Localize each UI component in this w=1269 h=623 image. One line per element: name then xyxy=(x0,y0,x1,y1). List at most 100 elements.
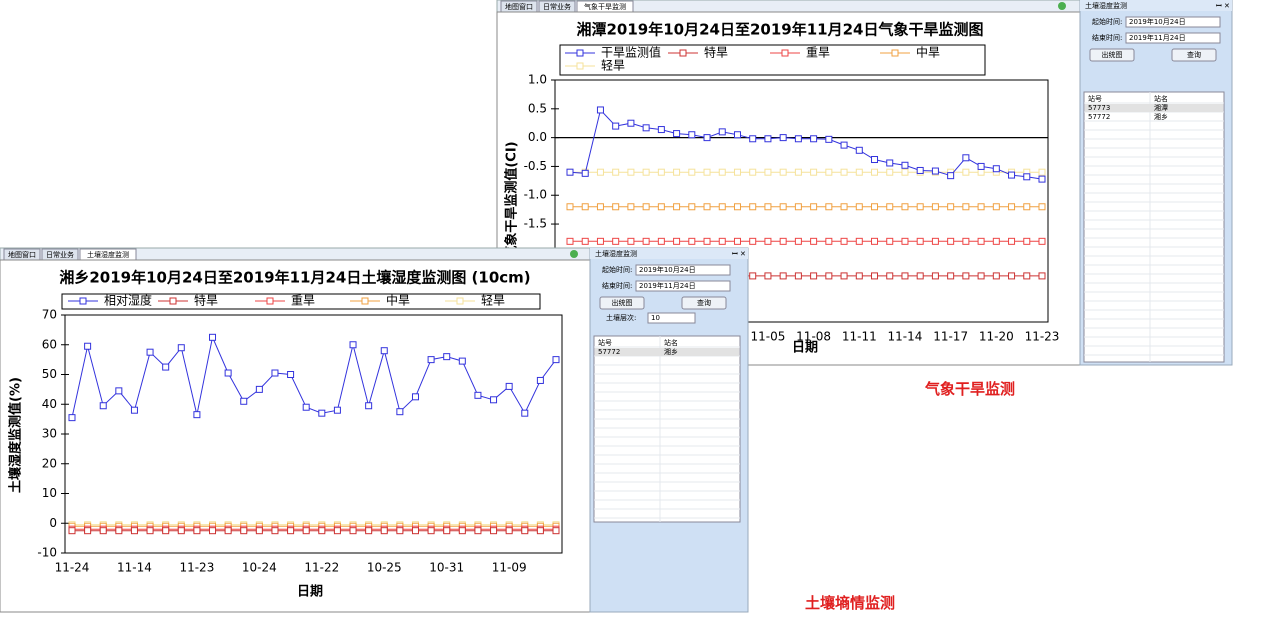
point-marker xyxy=(962,237,970,245)
button-label[interactable]: 查询 xyxy=(697,298,711,307)
layer-value[interactable]: 10 xyxy=(651,314,660,322)
point-marker xyxy=(794,272,802,280)
date-value[interactable]: 2019年10月24日 xyxy=(1129,17,1186,26)
point-marker xyxy=(162,527,170,535)
point-marker xyxy=(810,203,818,211)
point-marker xyxy=(505,382,513,390)
x-tick-label: 11-17 xyxy=(933,330,968,344)
button-label[interactable]: 出统图 xyxy=(612,298,633,307)
date-value[interactable]: 2019年11月24日 xyxy=(639,281,696,290)
panel-close[interactable]: ✕ xyxy=(740,250,746,258)
tab-label[interactable]: 土壤湿度监测 xyxy=(87,250,129,259)
date-input[interactable] xyxy=(1125,16,1221,28)
button-label[interactable]: 出统图 xyxy=(1102,50,1123,59)
point-marker xyxy=(287,527,295,535)
point-marker xyxy=(115,527,123,535)
point-marker xyxy=(673,130,681,138)
point-marker xyxy=(779,203,787,211)
point-marker xyxy=(209,333,217,341)
point-marker xyxy=(749,237,757,245)
table-cell[interactable]: 57773 xyxy=(1088,104,1110,112)
point-marker xyxy=(612,122,620,130)
date-value[interactable]: 2019年11月24日 xyxy=(1129,33,1186,42)
point-marker xyxy=(733,237,741,245)
legend-label: 重旱 xyxy=(806,46,830,60)
field-label: 起始时间: xyxy=(602,265,632,274)
x-tick-label: 10-24 xyxy=(242,561,277,575)
chart-title: 湘乡2019年10月24日至2019年11月24日土壤湿度监测图 (10cm) xyxy=(59,269,530,287)
point-marker xyxy=(718,203,726,211)
tab-label[interactable]: 地图窗口 xyxy=(505,2,533,11)
point-marker xyxy=(1038,272,1046,280)
table-cell[interactable]: 湘乡 xyxy=(664,347,678,356)
date-value[interactable]: 2019年10月24日 xyxy=(639,265,696,274)
point-marker xyxy=(657,168,665,176)
point-marker xyxy=(1008,237,1016,245)
tab-label[interactable]: 日常业务 xyxy=(46,250,74,259)
table-cell[interactable]: 57772 xyxy=(598,348,620,356)
point-marker xyxy=(612,168,620,176)
tab-label[interactable]: 地图窗口 xyxy=(8,250,36,259)
date-input[interactable] xyxy=(635,280,731,292)
y-tick-label: 0.5 xyxy=(528,101,547,115)
point-marker xyxy=(193,411,201,419)
point-marker xyxy=(396,527,404,535)
point-marker xyxy=(1008,171,1016,179)
button[interactable] xyxy=(599,296,645,310)
point-marker xyxy=(916,203,924,211)
y-tick-label: 10 xyxy=(42,486,57,500)
refresh-icon[interactable] xyxy=(570,250,578,258)
panel-close[interactable]: ✕ xyxy=(1224,2,1230,10)
refresh-icon[interactable] xyxy=(1058,2,1066,10)
button[interactable] xyxy=(1089,48,1135,62)
point-marker xyxy=(1038,175,1046,183)
layer-input[interactable] xyxy=(647,312,696,324)
point-marker xyxy=(916,166,924,174)
panel-pin[interactable]: ꟷ xyxy=(732,250,738,258)
point-marker xyxy=(224,527,232,535)
point-marker xyxy=(1038,168,1046,176)
table-cell[interactable]: 57772 xyxy=(1088,113,1110,121)
x-tick-label: 11-14 xyxy=(117,561,152,575)
point-marker xyxy=(794,168,802,176)
table-cell[interactable]: 湘潭 xyxy=(1154,103,1168,112)
point-marker xyxy=(333,527,341,535)
selected-row[interactable] xyxy=(1085,104,1223,112)
date-input[interactable] xyxy=(635,264,731,276)
point-marker xyxy=(718,237,726,245)
button[interactable] xyxy=(681,296,727,310)
point-marker xyxy=(886,272,894,280)
y-tick-label: 0 xyxy=(49,516,57,530)
point-marker xyxy=(271,527,279,535)
point-marker xyxy=(177,344,185,352)
point-marker xyxy=(224,369,232,377)
point-marker xyxy=(411,393,419,401)
table-cell[interactable]: 湘乡 xyxy=(1154,112,1168,121)
point-marker xyxy=(240,397,248,405)
point-marker xyxy=(255,385,263,393)
point-marker xyxy=(764,135,772,143)
point-marker xyxy=(255,527,263,535)
caption: 土壤墒情监测 xyxy=(805,594,895,612)
tab-label[interactable]: 气象干旱监测 xyxy=(584,2,626,11)
point-marker xyxy=(99,527,107,535)
y-tick-label: 50 xyxy=(42,367,57,381)
legend-marker xyxy=(576,62,584,70)
point-marker xyxy=(411,527,419,535)
date-input[interactable] xyxy=(1125,32,1221,44)
point-marker xyxy=(657,237,665,245)
tab-label[interactable]: 日常业务 xyxy=(543,2,571,11)
point-marker xyxy=(703,134,711,142)
button[interactable] xyxy=(1171,48,1217,62)
panel-pin[interactable]: ꟷ xyxy=(1216,2,1222,10)
point-marker xyxy=(855,203,863,211)
point-marker xyxy=(703,237,711,245)
point-marker xyxy=(552,527,560,535)
button-label[interactable]: 查询 xyxy=(1187,50,1201,59)
point-marker xyxy=(764,237,772,245)
point-marker xyxy=(886,168,894,176)
panel-title-bar xyxy=(1080,0,1232,11)
selected-row[interactable] xyxy=(595,348,739,356)
y-tick-label: 1.0 xyxy=(528,73,547,87)
point-marker xyxy=(703,168,711,176)
